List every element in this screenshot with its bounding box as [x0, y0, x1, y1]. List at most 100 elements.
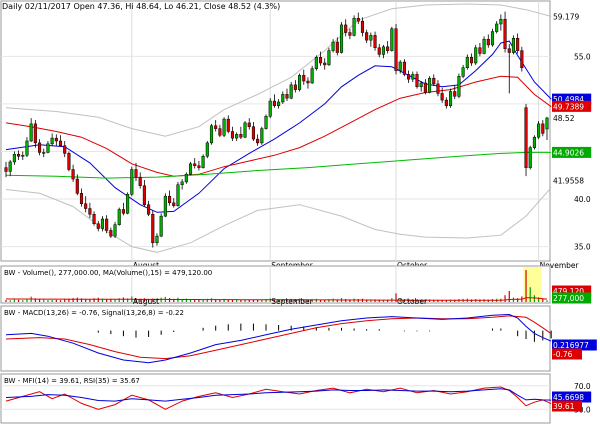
candle	[377, 43, 381, 58]
candle	[163, 193, 167, 218]
candle	[545, 116, 549, 140]
candlesticks	[4, 11, 549, 248]
candle	[88, 202, 92, 219]
candle-body	[306, 80, 310, 84]
candle-body	[71, 169, 75, 180]
candle-body	[17, 154, 21, 157]
candle	[180, 179, 184, 190]
ma-short-line	[5, 40, 552, 213]
candle	[495, 21, 499, 34]
macd-right-label-text: 0.216977	[553, 341, 589, 350]
candle	[197, 160, 201, 171]
candle-body	[180, 181, 184, 185]
candle-body	[507, 48, 511, 53]
candle	[348, 28, 352, 40]
price-right-label-text: 48.52	[553, 114, 575, 123]
candle	[46, 140, 50, 154]
candle	[318, 51, 323, 66]
candle	[188, 161, 193, 176]
candle-body	[142, 185, 146, 205]
candle-body	[92, 213, 96, 225]
candle	[239, 126, 243, 140]
candle-body	[373, 35, 377, 49]
candle-body	[482, 38, 486, 54]
candle	[159, 213, 163, 238]
candle-body	[163, 195, 167, 217]
candle-body	[96, 223, 100, 229]
price-right-label-text: 41.9558	[553, 176, 584, 185]
month-label-volume: September	[271, 297, 313, 306]
candle	[528, 145, 532, 170]
macd-right-label-bg	[552, 348, 582, 360]
candle-body	[243, 122, 247, 138]
candle	[339, 22, 344, 54]
candle-body	[541, 123, 545, 134]
candle	[113, 221, 117, 239]
candle	[360, 17, 365, 37]
candle-body	[235, 134, 239, 139]
candle	[440, 87, 444, 103]
candle-body	[50, 137, 54, 145]
macd-lines	[5, 313, 552, 364]
candle-body	[436, 83, 440, 94]
candle-body	[100, 218, 105, 229]
candle	[235, 132, 239, 141]
candle-body	[117, 209, 121, 225]
macd-right-label: -0.76	[552, 348, 582, 360]
candle-body	[264, 116, 268, 129]
candle-body	[247, 122, 251, 127]
price-tick-label: 35.0	[574, 243, 591, 252]
candle-body	[75, 178, 79, 194]
candle-body	[218, 128, 222, 136]
price-tick-label: 55.0	[574, 52, 591, 61]
price-right-label-bg	[552, 174, 592, 186]
chart-header: Daily 02/11/2017 Open 47.36, Hi 48.64, L…	[2, 2, 280, 11]
macd-panel	[0, 305, 551, 372]
candle-body	[226, 118, 230, 132]
candle-body	[377, 47, 381, 55]
candle	[130, 166, 134, 197]
candle	[394, 23, 398, 75]
candle	[105, 215, 109, 234]
candle-body	[411, 74, 415, 80]
candle	[537, 121, 541, 140]
ma-medium-line	[5, 75, 552, 177]
candle-body	[88, 208, 92, 215]
candle-body	[63, 145, 67, 154]
candle	[407, 70, 411, 83]
rsi-line	[5, 388, 552, 402]
candle	[423, 79, 427, 95]
candle	[126, 192, 130, 215]
candle-body	[318, 57, 323, 64]
candle	[230, 126, 235, 141]
ma-long-line	[5, 151, 552, 179]
mfi-rsi-lines	[5, 386, 552, 410]
mfi-rsi-label: BW - MFI(14) = 39.61, RSI(35) = 35.67	[4, 377, 140, 385]
candle-body	[402, 61, 406, 75]
candle-body	[302, 75, 306, 82]
candle-body	[432, 77, 436, 85]
candle	[478, 43, 482, 57]
candle	[323, 58, 327, 70]
price-right-label-bg	[552, 93, 592, 105]
candle	[448, 88, 453, 108]
candle	[486, 34, 490, 48]
candle-body	[58, 140, 63, 146]
candle	[63, 140, 67, 158]
price-right-label: 44.9026	[552, 146, 592, 158]
macd-right-label: 0.216977	[552, 339, 597, 351]
mfi-rsi-right-label: 39.61	[552, 400, 582, 412]
candle	[79, 188, 84, 207]
mfi-rsi-right-label-text: 45.6698	[553, 393, 584, 402]
candle	[205, 140, 209, 159]
candle-body	[46, 143, 50, 153]
candle-body	[214, 125, 218, 129]
candle	[226, 115, 230, 134]
candle-body	[230, 131, 235, 139]
candle-body	[130, 169, 134, 195]
candle-body	[495, 23, 499, 32]
candle-body	[474, 47, 478, 64]
candle-body	[281, 94, 285, 103]
